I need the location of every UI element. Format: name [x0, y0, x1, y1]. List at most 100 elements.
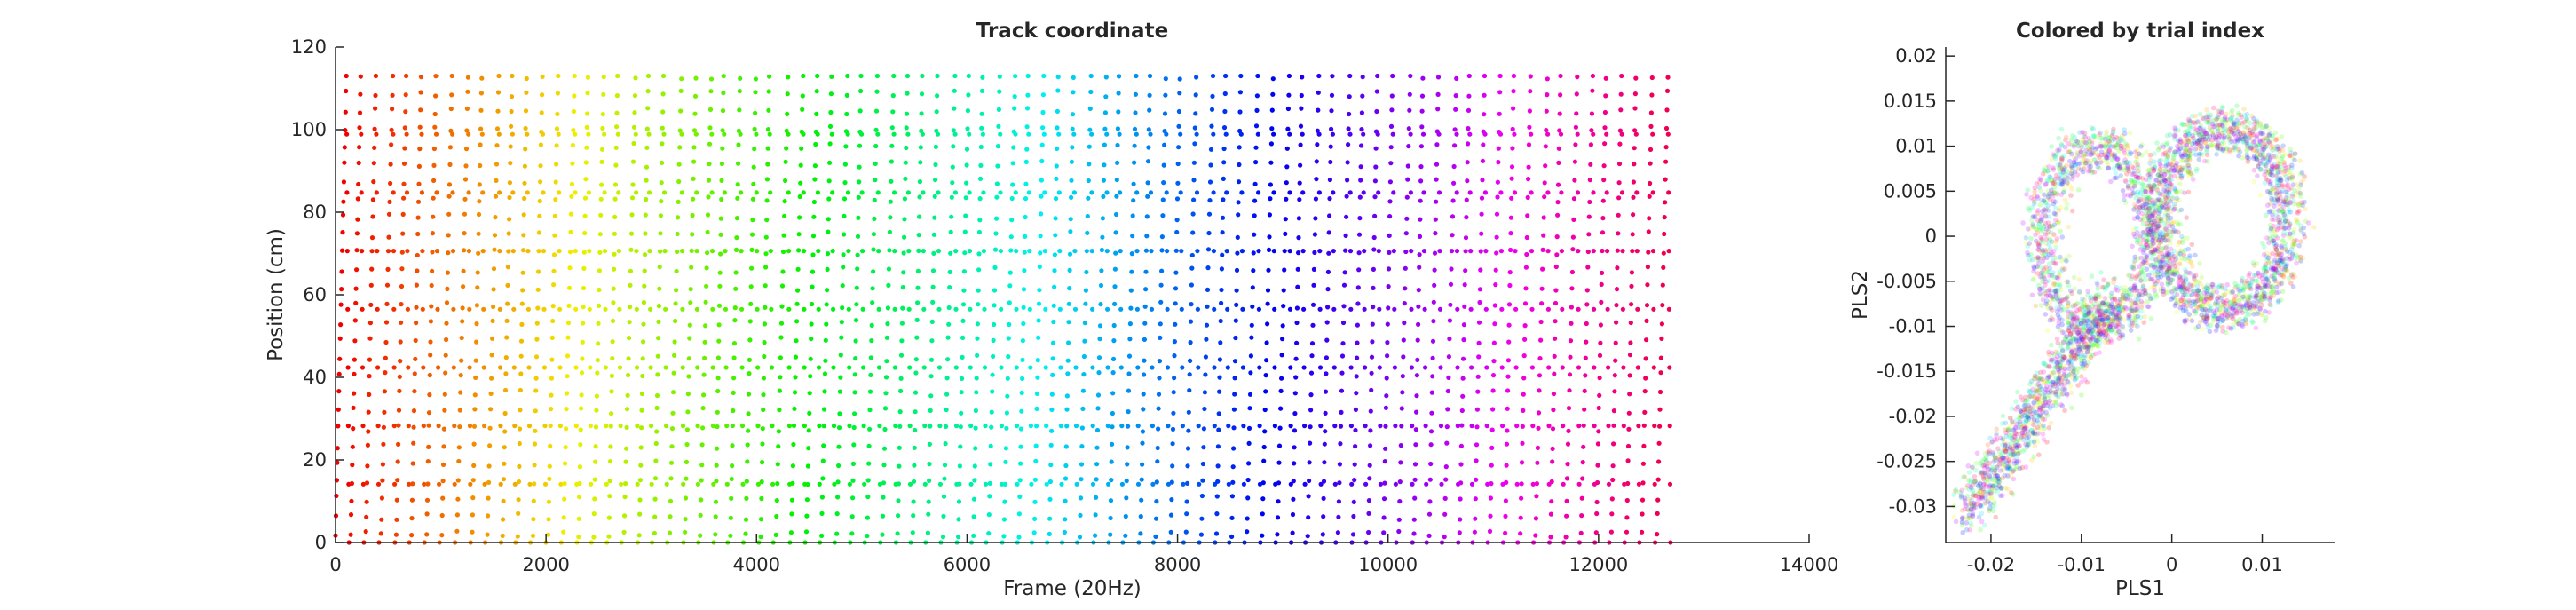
lap-trace: [348, 74, 367, 545]
pls-point: [2226, 304, 2232, 309]
position-point: [660, 125, 665, 131]
pls-point: [2232, 297, 2237, 304]
position-point: [1343, 248, 1348, 253]
position-point: [1272, 424, 1277, 429]
position-point: [1293, 356, 1299, 361]
pls-point: [2051, 190, 2057, 195]
pls-point: [2116, 148, 2122, 154]
pls-point: [2280, 272, 2286, 278]
position-point: [669, 444, 675, 449]
position-point: [1478, 267, 1483, 273]
position-point: [993, 231, 999, 236]
position-point: [1264, 358, 1269, 363]
position-point: [847, 481, 853, 487]
pls-point: [2036, 384, 2043, 390]
position-point: [889, 125, 895, 131]
pls-point: [2054, 220, 2060, 226]
pls-point: [2244, 320, 2249, 325]
position-point: [1346, 126, 1351, 131]
pls-point: [2259, 285, 2264, 291]
position-point: [1612, 389, 1617, 394]
position-point: [577, 495, 582, 500]
position-point: [1102, 126, 1108, 131]
position-point: [899, 338, 905, 344]
position-point: [1103, 94, 1109, 99]
position-point: [780, 269, 786, 274]
lap-trace: [1047, 75, 1065, 545]
position-point: [1095, 392, 1102, 398]
position-point: [768, 249, 773, 254]
position-point: [1657, 407, 1663, 412]
pls-point: [2078, 305, 2083, 312]
pls-point: [2169, 277, 2175, 283]
position-point: [1506, 322, 1512, 328]
pls-point: [2176, 242, 2181, 248]
position-point: [731, 341, 738, 346]
pls-point: [1970, 464, 1975, 471]
position-point: [859, 131, 865, 137]
position-point: [755, 306, 760, 312]
position-point: [676, 215, 681, 220]
pls-point: [2009, 474, 2014, 479]
position-point: [1589, 111, 1594, 116]
position-point: [1272, 306, 1277, 312]
position-point: [1477, 299, 1482, 305]
position-point: [707, 107, 714, 112]
pls-point: [2083, 331, 2090, 337]
position-point: [838, 375, 843, 380]
position-point: [1194, 131, 1199, 137]
position-point: [1390, 131, 1395, 137]
position-point: [1575, 75, 1580, 80]
position-point: [1113, 230, 1118, 235]
pls-point: [2141, 229, 2147, 235]
pls-point: [2154, 246, 2161, 252]
position-point: [723, 306, 729, 312]
position-point: [1618, 107, 1624, 113]
position-point: [604, 481, 609, 487]
position-point: [747, 319, 753, 324]
pls-point: [2282, 246, 2288, 252]
position-point: [394, 497, 399, 503]
pls-point: [2114, 312, 2120, 318]
pls-point: [2197, 319, 2203, 325]
position-point: [858, 73, 864, 79]
position-point: [1523, 265, 1529, 270]
position-point: [1103, 75, 1109, 80]
position-point: [1188, 358, 1193, 363]
position-point: [1585, 249, 1591, 255]
position-point: [496, 73, 502, 79]
position-point: [1110, 441, 1115, 447]
pls-point: [2053, 349, 2059, 355]
position-point: [820, 476, 826, 481]
position-point: [550, 318, 556, 324]
position-point: [962, 250, 968, 256]
pls-point: [2035, 439, 2041, 445]
position-point: [643, 231, 648, 236]
pls-point: [2182, 284, 2187, 290]
position-point: [1545, 92, 1550, 98]
position-point: [734, 235, 739, 241]
pls-point: [2273, 280, 2279, 286]
position-point: [1281, 304, 1286, 309]
position-point: [1462, 304, 1467, 309]
position-point: [679, 76, 684, 82]
position-point: [344, 249, 350, 254]
pls-point: [2272, 229, 2278, 235]
pls-point: [2066, 373, 2072, 379]
position-point: [378, 531, 383, 536]
pls-point: [2241, 280, 2248, 286]
position-point: [806, 446, 811, 451]
position-point: [959, 390, 964, 395]
position-point: [1064, 393, 1070, 399]
position-point: [626, 356, 631, 361]
pls-point: [2257, 193, 2264, 198]
position-point: [1254, 93, 1260, 99]
position-point: [1064, 424, 1070, 429]
position-point: [1576, 424, 1582, 429]
position-point: [795, 288, 801, 293]
pls-point: [2180, 240, 2185, 245]
position-point: [1111, 338, 1117, 344]
position-point: [916, 248, 921, 253]
position-point: [446, 182, 453, 187]
position-point: [1080, 406, 1086, 411]
